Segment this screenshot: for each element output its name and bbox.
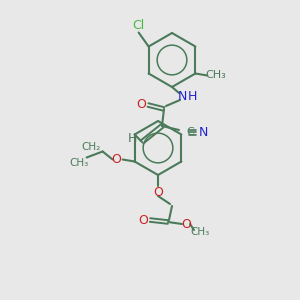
Text: O: O: [181, 218, 191, 230]
Text: O: O: [112, 153, 122, 166]
Text: N: N: [177, 89, 187, 103]
Text: O: O: [153, 185, 163, 199]
Text: Cl: Cl: [133, 19, 145, 32]
Text: H: H: [187, 89, 197, 103]
Text: N: N: [199, 125, 208, 139]
Text: CH₃: CH₃: [205, 70, 226, 80]
Text: CH₂: CH₂: [81, 142, 100, 152]
Text: O: O: [138, 214, 148, 226]
Text: O: O: [136, 98, 146, 110]
Text: H: H: [127, 133, 137, 146]
Text: CH₃: CH₃: [69, 158, 88, 167]
Text: C: C: [186, 127, 194, 137]
Text: CH₃: CH₃: [190, 227, 210, 237]
